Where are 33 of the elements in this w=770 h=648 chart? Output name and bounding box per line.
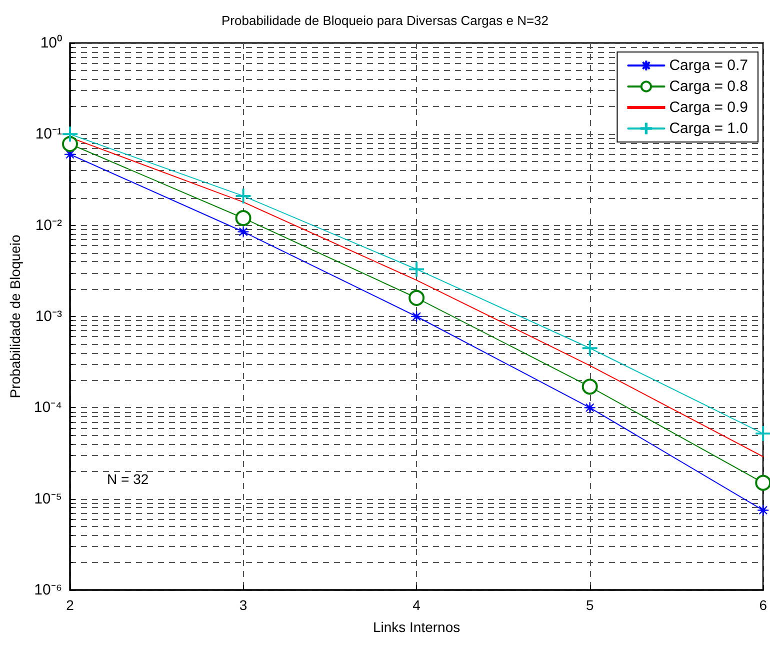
point bbox=[62, 136, 78, 152]
x-tick-label: 2 bbox=[66, 597, 74, 613]
point bbox=[236, 188, 251, 204]
y-tick-label: 10⁻⁶ bbox=[34, 582, 62, 598]
point bbox=[409, 262, 424, 277]
y-tick-label: 10⁻³ bbox=[35, 308, 62, 325]
x-tick-label: 5 bbox=[586, 597, 594, 613]
point bbox=[584, 402, 596, 414]
point bbox=[582, 378, 598, 395]
point bbox=[582, 340, 598, 356]
x-axis-title: Links Internos bbox=[372, 619, 460, 635]
y-tick-label: 10⁻² bbox=[35, 216, 62, 234]
x-tick-label: 4 bbox=[412, 597, 421, 613]
y-tick-label: 10⁰ bbox=[40, 34, 62, 52]
point bbox=[408, 290, 425, 306]
point bbox=[235, 210, 252, 226]
legend-label: Carga = 0.8 bbox=[669, 78, 748, 95]
annotation: N = 32 bbox=[107, 471, 149, 487]
legend-label: Carga = 0.9 bbox=[669, 99, 748, 116]
y-axis-title: Probabilidade de Bloqueio bbox=[7, 234, 23, 398]
point bbox=[237, 226, 250, 238]
x-tick-label: 6 bbox=[759, 597, 768, 613]
point bbox=[62, 126, 78, 142]
point bbox=[755, 474, 770, 491]
chart-title: Probabilidade de Bloqueio para Diversas Cargas e N=32 bbox=[221, 13, 549, 28]
legend-label: Carga = 0.7 bbox=[669, 57, 748, 74]
y-tick-label: 10⁻⁴ bbox=[34, 399, 62, 416]
point bbox=[756, 426, 770, 442]
legend-label: Carga = 1.0 bbox=[669, 120, 748, 137]
y-tick-label: 10⁻¹ bbox=[35, 126, 62, 143]
y-tick-label: 10⁻⁵ bbox=[34, 490, 62, 508]
point bbox=[757, 504, 770, 516]
x-tick-label: 3 bbox=[239, 597, 248, 613]
